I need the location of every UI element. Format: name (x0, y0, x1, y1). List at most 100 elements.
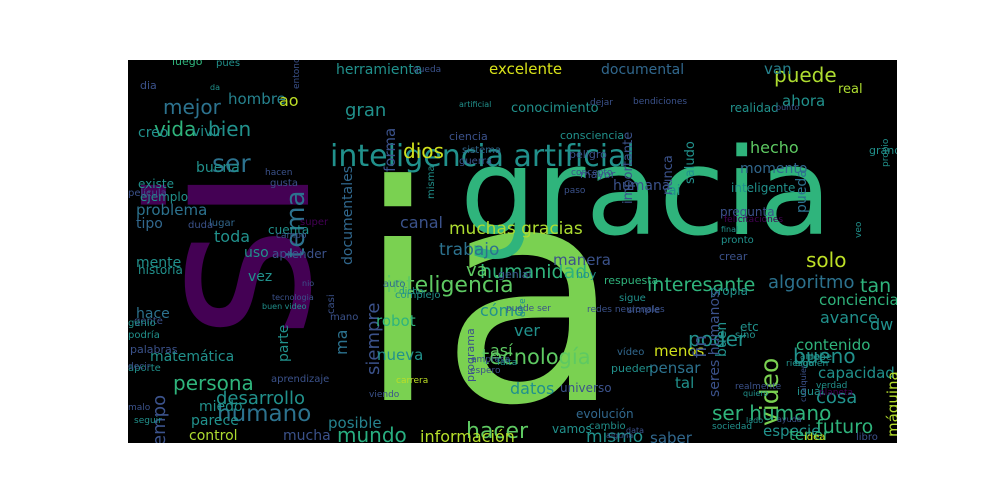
cloud-word: avance (820, 308, 878, 327)
cloud-word: muchas gracias (449, 219, 583, 239)
cloud-word: vez (248, 269, 272, 285)
cloud-word: humana (613, 178, 670, 194)
cloud-word: miedo (199, 399, 243, 415)
cloud-word: alguien (795, 359, 828, 369)
cloud-word: debe (807, 352, 832, 363)
cloud-word: campo (276, 231, 307, 241)
cloud-word: persona (173, 371, 254, 395)
cloud-word: seguir (134, 416, 162, 426)
cloud-word: tener (789, 426, 830, 443)
cloud-word: tipo (136, 216, 163, 232)
cloud-word: auto (383, 279, 406, 290)
cloud-word: desarrollo (216, 388, 305, 409)
cloud-word: queda (413, 65, 441, 75)
cloud-word: ser humano (712, 401, 831, 425)
cloud-word: ahora (782, 92, 825, 110)
cloud-word: simple (627, 305, 660, 316)
cloud-word: vídeo (617, 346, 644, 358)
cloud-word: empresa (471, 355, 510, 365)
cloud-word: ciencia (449, 130, 488, 143)
cloud-word: casi (326, 294, 337, 314)
cloud-word: buen (714, 322, 730, 357)
cloud-word: propio (881, 138, 891, 167)
cloud-word: decir (128, 362, 151, 372)
cloud-word: pregunta (720, 205, 775, 219)
cloud-word: dice (518, 298, 528, 317)
cloud-word: poder (688, 327, 747, 351)
cloud-word: si (128, 164, 360, 340)
cloud-word: artificial (459, 100, 491, 109)
cloud-word: tecnologia (272, 293, 314, 302)
cloud-word: complejo (395, 290, 441, 301)
cloud-word: amor (800, 352, 824, 362)
cloud-word: siempre (363, 303, 384, 376)
cloud-word: igual (797, 385, 824, 398)
cloud-word: misma (426, 165, 437, 199)
cloud-word: existe (138, 177, 174, 191)
cloud-word: respuesta (604, 274, 658, 287)
cloud-word: consciencia (560, 129, 624, 142)
cloud-word: data (626, 426, 644, 435)
cloud-word: conocimiento (511, 101, 599, 116)
cloud-word: sigue (619, 293, 646, 304)
cloud-word: programa (464, 328, 477, 382)
cloud-word: película (128, 187, 167, 199)
cloud-word: duda (188, 220, 213, 231)
cloud-word: creo (138, 125, 168, 141)
cloud-word: gusta (270, 178, 298, 189)
cloud-word: aprender (272, 247, 327, 261)
cloud-word: así (490, 341, 513, 360)
cloud-word: forma (381, 128, 399, 172)
cloud-word: vamos (552, 422, 592, 436)
cloud-word: nunca (661, 155, 676, 195)
cloud-word: veo (854, 221, 864, 238)
cloud-word: humano (217, 401, 311, 427)
cloud-word: tan (860, 275, 891, 297)
cloud-word: lado (746, 416, 763, 425)
cloud-word: pronto (721, 235, 754, 246)
cloud-word: herramienta (336, 62, 422, 78)
cloud-word: final (721, 225, 738, 234)
cloud-word: hecho (750, 138, 799, 157)
cloud-word: falta (497, 358, 517, 368)
cloud-word: mucha (283, 428, 331, 443)
cloud-word: ia (356, 122, 623, 443)
cloud-word: cualquier (799, 364, 808, 402)
cloud-word: tiempo (149, 395, 170, 443)
cloud-word: vivir (192, 124, 222, 140)
cloud-word: idea (804, 432, 825, 443)
cloud-word: cómo (480, 301, 524, 320)
cloud-word: real (838, 82, 863, 97)
cloud-word: nio (302, 279, 314, 288)
cloud-word: peligro (569, 148, 607, 161)
cloud-word: grande (869, 144, 897, 157)
cloud-word: pueda (794, 169, 810, 213)
cloud-word: importante (621, 132, 636, 204)
cloud-word: ma (332, 330, 351, 355)
cloud-word: ejemplo (140, 190, 188, 204)
cloud-word: mente (136, 255, 181, 271)
cloud-word: humanidad (480, 261, 587, 283)
cloud-word: futuro (816, 416, 873, 438)
cloud-word: punto (776, 103, 799, 112)
cloud-word: parece (191, 413, 239, 429)
cloud-word: tecnología (481, 345, 591, 369)
cloud-word: ser (212, 149, 251, 178)
cloud-word: solo (806, 248, 846, 272)
cloud-word: toda (214, 227, 250, 246)
cloud-word: genial (498, 268, 532, 281)
cloud-word: universo (560, 381, 612, 395)
cloud-word: documentales (340, 166, 356, 265)
cloud-word: dios (403, 139, 444, 163)
cloud-word: luego (172, 60, 203, 68)
cloud-word: etc (740, 320, 759, 334)
cloud-word: van (764, 60, 792, 78)
word-cloud: ia si gracia inteligencia artificial intelig… (128, 60, 897, 443)
cloud-word: conciencia (819, 291, 897, 309)
cloud-word: parte (276, 325, 292, 362)
cloud-word: mayor (580, 168, 616, 181)
cloud-word: posible (328, 414, 382, 432)
cloud-word: mejor (163, 95, 222, 119)
cloud-word: alguna (606, 431, 633, 440)
